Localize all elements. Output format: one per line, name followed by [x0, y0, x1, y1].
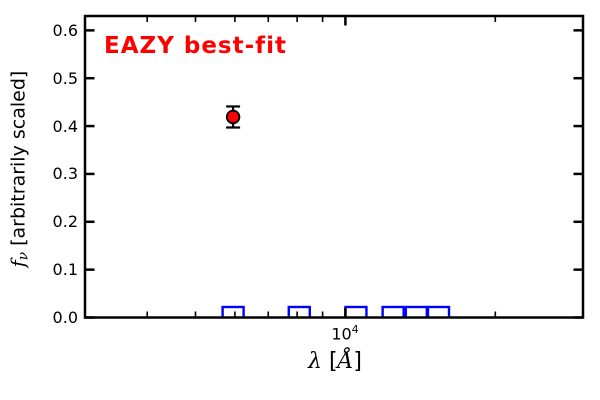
y-tick-label: 0.5	[52, 68, 78, 88]
y-tick-label: 0.0	[52, 308, 78, 327]
photometry-square-marker	[381, 305, 405, 318]
y-tick-label: 0.3	[52, 164, 78, 184]
y-axis-title: fν [arbitrarily scaled]	[6, 71, 35, 268]
angstrom-symbol: Å	[337, 349, 354, 374]
x-axis-tick-label: 104	[331, 320, 358, 344]
xtick-exponent: 4	[351, 323, 359, 336]
annotation-eazy-best-fit: EAZY best-fit	[104, 33, 288, 59]
y-tick-label: 0.4	[52, 116, 78, 136]
photometry-square-marker	[287, 305, 311, 318]
best-fit-point-marker	[225, 109, 241, 125]
xlabel-open-bracket: [	[321, 349, 338, 374]
tick-marks-layer	[85, 16, 583, 319]
y-tick-label: 0.6	[52, 20, 78, 40]
xlabel-close-bracket: ]	[353, 349, 363, 374]
photometry-square-marker	[426, 305, 451, 318]
data-markers-layer	[221, 105, 451, 318]
y-tick-label: 0.2	[52, 212, 78, 232]
photometry-square-marker	[344, 305, 368, 318]
xtick-base: 10	[331, 324, 352, 344]
lambda-symbol: λ	[307, 349, 322, 374]
f-symbol: f	[7, 260, 30, 268]
ylabel-units-text: [arbitrarily scaled]	[7, 70, 30, 252]
photometry-square-marker	[221, 305, 245, 318]
axes-frame	[83, 14, 585, 319]
photometry-square-marker	[404, 305, 429, 318]
y-tick-label: 0.1	[52, 260, 78, 280]
x-axis-title: λ [Å]	[308, 347, 362, 377]
nu-subscript: ν	[15, 251, 32, 261]
